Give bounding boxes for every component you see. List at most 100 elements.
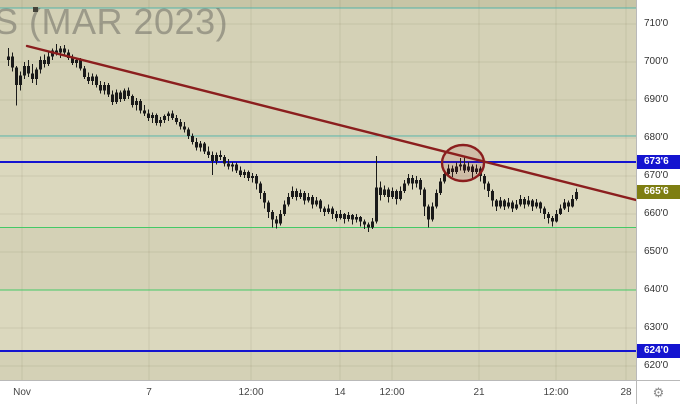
candle-body: [443, 174, 446, 182]
candle-body: [535, 202, 538, 207]
candle-body: [79, 60, 82, 69]
candlestick-canvas[interactable]: [0, 0, 636, 380]
drawing-anchor-dot[interactable]: [33, 7, 38, 12]
price-axis[interactable]: 710'0 700'0 690'0 680'0 670'0 660'0 650'0 640'0…: [636, 0, 680, 380]
candle-body: [319, 200, 322, 209]
candle-body: [491, 191, 494, 201]
candle-body: [159, 119, 162, 123]
candle-body: [511, 202, 514, 209]
candle-body: [335, 214, 338, 218]
candle-body: [63, 48, 66, 53]
background-band: [0, 8, 636, 136]
candle-body: [483, 176, 486, 184]
candle-body: [287, 196, 290, 205]
candle-body: [467, 166, 470, 171]
candle-body: [183, 126, 186, 130]
price-tick-label: 660'0: [644, 208, 669, 219]
time-axis[interactable]: Nov 7 12:00 14 12:00 21 12:00 28: [0, 380, 636, 404]
candle-body: [23, 65, 26, 76]
candle-body: [411, 177, 414, 184]
candle-body: [151, 115, 154, 119]
candle-body: [55, 50, 58, 53]
candle-body: [531, 200, 534, 207]
candle-body: [215, 155, 218, 161]
candle-body: [567, 202, 570, 207]
price-tick-label: 640'0: [644, 284, 669, 295]
candle-body: [519, 198, 522, 205]
time-tick-label: 21: [473, 387, 485, 398]
candle-body: [99, 84, 102, 91]
candle-body: [155, 115, 158, 123]
candle-body: [303, 193, 306, 201]
candle-body: [251, 176, 254, 178]
candle-body: [167, 113, 170, 117]
candle-body: [119, 92, 122, 100]
candle-body: [459, 164, 462, 167]
candle-body: [463, 164, 466, 171]
candle-body: [515, 204, 518, 209]
candle-body: [239, 170, 242, 176]
candle-body: [207, 151, 210, 156]
candle-body: [423, 189, 426, 207]
background-band: [0, 136, 636, 227]
candle-body: [139, 100, 142, 111]
candle-body: [451, 168, 454, 173]
candle-body: [107, 84, 110, 95]
time-tick-label: 28: [620, 387, 632, 398]
candle-body: [475, 168, 478, 173]
candle-body: [135, 100, 138, 105]
candle-body: [131, 96, 134, 105]
candle-body: [471, 166, 474, 173]
candle-body: [283, 204, 286, 214]
candle-body: [495, 200, 498, 207]
descending-trendline[interactable]: [25, 44, 636, 202]
candle-body: [35, 69, 38, 80]
candle-body: [311, 196, 314, 205]
candle-body: [147, 113, 150, 119]
candle-body: [299, 193, 302, 197]
candle-body: [391, 191, 394, 197]
price-tick-label: 690'0: [644, 94, 669, 105]
settings-gear-icon[interactable]: ⚙: [652, 385, 665, 400]
candle-body: [211, 155, 214, 161]
candle-body: [71, 58, 74, 63]
candle-body: [31, 73, 34, 80]
candle-body: [103, 84, 106, 91]
candle-body: [419, 179, 422, 190]
candle-body: [291, 191, 294, 197]
candle-body: [91, 76, 94, 81]
candle-body: [439, 181, 442, 194]
candle-body: [431, 206, 434, 220]
candle-body: [331, 208, 334, 214]
candle-body: [231, 164, 234, 167]
candle-body: [363, 221, 366, 225]
price-tick-label: 670'0: [644, 170, 669, 181]
candle-body: [87, 77, 90, 81]
candle-body: [307, 196, 310, 201]
candle-body: [19, 75, 22, 85]
price-tick-label: 620'0: [644, 360, 669, 371]
candle-body: [143, 110, 146, 114]
price-tick-label: 650'0: [644, 246, 669, 257]
candle-body: [179, 121, 182, 127]
candle-body: [127, 90, 130, 97]
chart-plot-area[interactable]: S (MAR 2023): [0, 0, 636, 380]
candle-body: [355, 216, 358, 220]
time-tick-label: 12:00: [379, 387, 405, 398]
candle-body: [523, 198, 526, 205]
candle-body: [395, 191, 398, 199]
background-band: [0, 227, 636, 290]
time-tick-label: 14: [334, 387, 346, 398]
ellipse-highlight[interactable]: [440, 143, 486, 183]
candle-body: [455, 166, 458, 173]
candle-body: [399, 191, 402, 199]
time-tick-label: 7: [146, 387, 152, 398]
candle-body: [199, 143, 202, 148]
candle-body: [327, 208, 330, 213]
candle-body: [427, 206, 430, 220]
candle-body: [27, 65, 30, 74]
candle-body: [275, 219, 278, 224]
candle-body: [387, 189, 390, 197]
background-band: [0, 351, 636, 380]
